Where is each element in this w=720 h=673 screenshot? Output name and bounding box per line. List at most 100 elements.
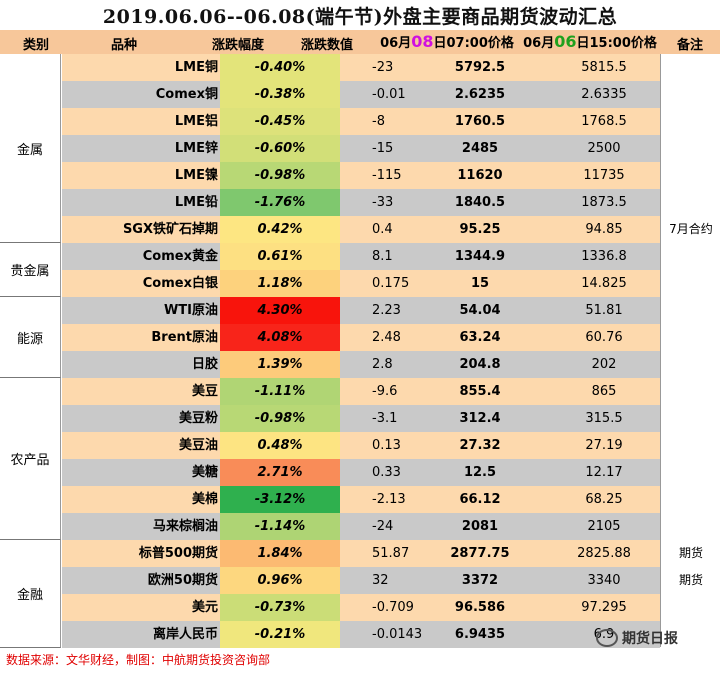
price-0608: 27.32: [459, 438, 501, 453]
change-percent: 2.71%: [220, 459, 340, 486]
change-percent: -1.14%: [220, 513, 340, 540]
price-0606: 27.19: [585, 438, 623, 453]
row-note: [661, 432, 720, 459]
price-0608: 204.8: [459, 357, 501, 372]
product-name: Comex铜: [155, 87, 218, 102]
data-table: 金属 贵金属 能源 农产品 金融 LME铜 -0.40% -23 5792.5 5815.5 Co…: [0, 54, 720, 648]
price-0606: 60.76: [585, 330, 623, 345]
change-percent: 0.42%: [220, 216, 340, 243]
price-0608: 96.586: [454, 600, 506, 615]
change-value: -33: [372, 195, 394, 210]
product-name: LME镍: [174, 168, 218, 183]
price-0608: 95.25: [459, 222, 501, 237]
row-note: [661, 81, 720, 108]
change-value: -8: [372, 114, 385, 129]
change-value: 2.8: [372, 357, 393, 372]
change-value: -0.01: [372, 87, 406, 102]
price-0608: 6.9435: [454, 627, 506, 642]
row-note: [661, 405, 720, 432]
row-note: [661, 594, 720, 621]
table-row: SGX铁矿石掉期 0.42% 0.4 95.25 94.85: [62, 216, 660, 243]
change-value: -115: [372, 168, 402, 183]
change-percent: 4.30%: [220, 297, 340, 324]
table-row: 马来棕榈油 -1.14% -24 2081 2105: [62, 513, 660, 540]
price-0608: 2485: [461, 141, 499, 156]
price-0606: 5815.5: [581, 60, 627, 75]
change-value: 51.87: [372, 546, 410, 561]
price-0608: 3372: [461, 573, 499, 588]
row-note: [661, 351, 720, 378]
product-name: 美糖: [191, 465, 218, 480]
change-percent: -0.98%: [220, 405, 340, 432]
table-row: 离岸人民币 -0.21% -0.0143 6.9435 6.9: [62, 621, 660, 648]
price-0606: 315.5: [585, 411, 623, 426]
change-value: 0.33: [372, 465, 401, 480]
price-0606: 1768.5: [581, 114, 627, 129]
change-value: -2.13: [372, 492, 406, 507]
category-column: 金属 贵金属 能源 农产品 金融: [0, 54, 62, 648]
price-0608: 2.6235: [454, 87, 506, 102]
header-p1-prefix: 06月: [380, 36, 412, 51]
price-0608: 11620: [457, 168, 503, 183]
change-percent: -1.11%: [220, 378, 340, 405]
change-percent: -0.98%: [220, 162, 340, 189]
change-value: -15: [372, 141, 394, 156]
product-name: 日胶: [191, 357, 218, 372]
change-value: 8.1: [372, 249, 393, 264]
price-0606: 51.81: [585, 303, 623, 318]
table-row: 欧洲50期货 0.96% 32 3372 3340: [62, 567, 660, 594]
change-percent: -1.76%: [220, 189, 340, 216]
product-name: 美豆油: [178, 438, 218, 453]
change-percent: 0.48%: [220, 432, 340, 459]
price-0606: 94.85: [585, 222, 623, 237]
wechat-icon: [596, 629, 618, 647]
watermark: 期货日报: [596, 628, 678, 648]
change-value: 0.13: [372, 438, 401, 453]
row-note: [661, 297, 720, 324]
header-p1-day: 08: [411, 32, 434, 51]
change-percent: -0.21%: [220, 621, 340, 648]
table-row: Comex白银 1.18% 0.175 15 14.825: [62, 270, 660, 297]
header-p2-prefix: 06月: [523, 36, 555, 51]
product-name: LME铜: [174, 60, 218, 75]
change-value: 32: [372, 573, 389, 588]
change-value: -3.1: [372, 411, 398, 426]
product-name: Comex白银: [142, 276, 218, 291]
header-p1-suffix: 日07:00价格: [433, 36, 514, 51]
page-title: 2019.06.06--06.08(端午节)外盘主要商品期货波动汇总: [102, 6, 618, 28]
price-0608: 1840.5: [454, 195, 506, 210]
price-0606: 1873.5: [581, 195, 627, 210]
price-0606: 1336.8: [581, 249, 627, 264]
table-row: Comex黄金 0.61% 8.1 1344.9 1336.8: [62, 243, 660, 270]
price-0606: 202: [591, 357, 617, 372]
price-0606: 2.6335: [581, 87, 627, 102]
product-name: 马来棕榈油: [152, 519, 218, 534]
product-name: WTI原油: [163, 303, 218, 318]
price-0608: 2877.75: [450, 546, 510, 561]
header-price-1: 06月08日07:00价格: [372, 32, 522, 51]
row-note: [661, 243, 720, 270]
price-0608: 2081: [461, 519, 499, 534]
header-pct: 涨跌幅度: [211, 38, 264, 53]
table-row: LME铜 -0.40% -23 5792.5 5815.5: [62, 54, 660, 81]
table-header: 类别 品种 涨跌幅度 涨跌数值 06月08日07:00价格 06月06日15:0…: [0, 30, 720, 54]
price-0608: 1344.9: [454, 249, 506, 264]
table-row: 美元 -0.73% -0.709 96.586 97.295: [62, 594, 660, 621]
category-label: 金融: [0, 540, 61, 648]
table-row: LME锌 -0.60% -15 2485 2500: [62, 135, 660, 162]
change-percent: 1.39%: [220, 351, 340, 378]
price-0606: 2825.88: [577, 546, 631, 561]
row-note: [661, 108, 720, 135]
change-value: 2.23: [372, 303, 401, 318]
change-percent: 1.84%: [220, 540, 340, 567]
table-row: Comex铜 -0.38% -0.01 2.6235 2.6335: [62, 81, 660, 108]
change-value: 0.175: [372, 276, 410, 291]
row-note: [661, 459, 720, 486]
product-name: LME锌: [174, 141, 218, 156]
product-name: LME铝: [174, 114, 218, 129]
table-row: 美糖 2.71% 0.33 12.5 12.17: [62, 459, 660, 486]
change-percent: 1.18%: [220, 270, 340, 297]
price-0606: 2500: [587, 141, 621, 156]
table-row: 美棉 -3.12% -2.13 66.12 68.25: [62, 486, 660, 513]
change-percent: -3.12%: [220, 486, 340, 513]
